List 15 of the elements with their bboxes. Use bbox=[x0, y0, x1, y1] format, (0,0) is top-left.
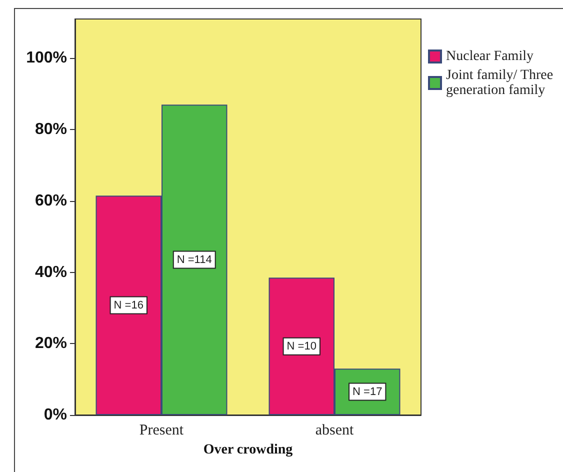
y-tick-label: 60% bbox=[34, 192, 67, 210]
annotation: N =17 bbox=[352, 386, 382, 398]
y-tick-label: 100% bbox=[26, 50, 67, 67]
legend-label: Nuclear Family bbox=[446, 49, 534, 64]
x-axis-title: Over crowding bbox=[203, 442, 293, 458]
x-tick-label: absent bbox=[315, 422, 354, 438]
annotation: N =10 bbox=[286, 340, 316, 352]
legend-label: Joint family/ Three generation family bbox=[446, 68, 557, 98]
y-tick-label: 20% bbox=[34, 335, 67, 352]
y-tick-label: 0% bbox=[44, 406, 67, 424]
y-tick-label: 80% bbox=[34, 121, 67, 138]
annotation: N =114 bbox=[176, 254, 212, 266]
annotation: N =16 bbox=[114, 299, 144, 312]
y-tick-label: 40% bbox=[34, 264, 67, 281]
x-tick-label: Present bbox=[139, 422, 184, 438]
